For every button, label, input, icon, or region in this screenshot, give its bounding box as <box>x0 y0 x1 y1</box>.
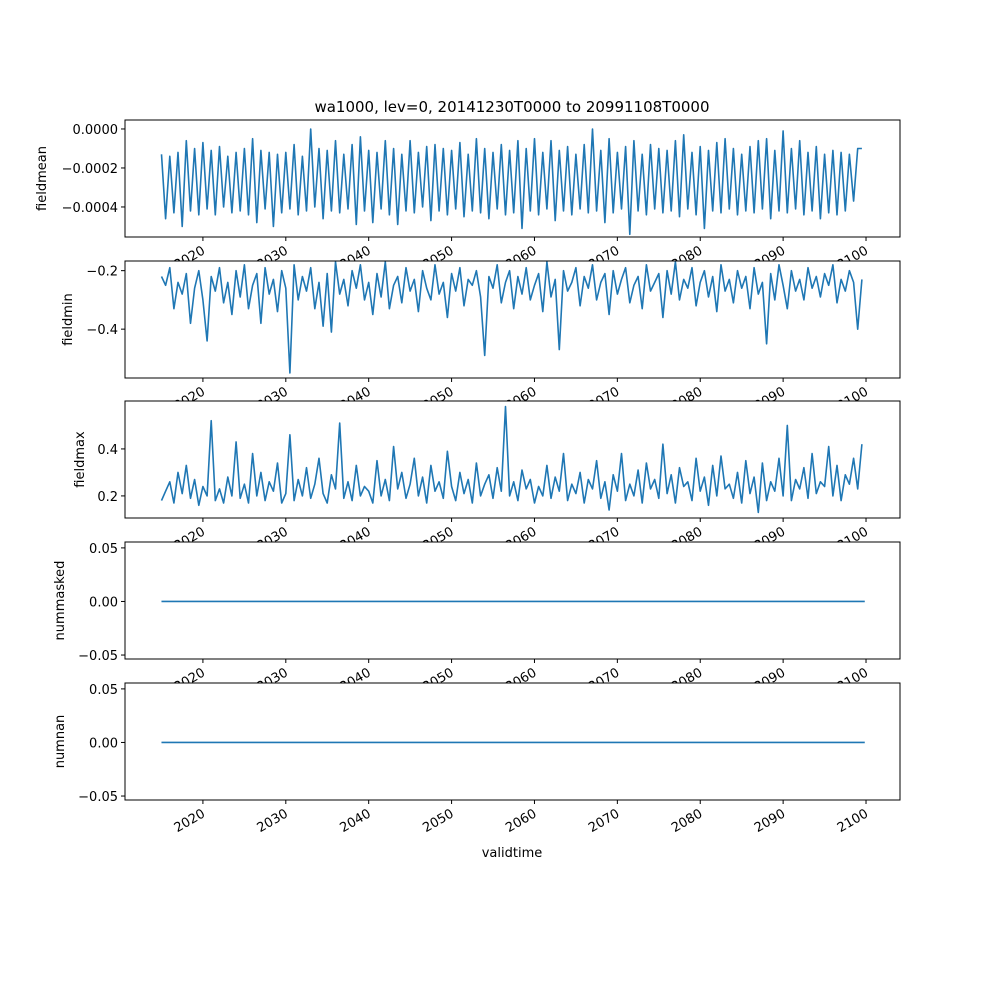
x-tick-label: 2070 <box>586 806 622 836</box>
axes-frame <box>124 119 901 238</box>
y-tick-label: 0.00 <box>89 736 118 751</box>
x-tick-label: 2050 <box>420 806 456 836</box>
plot-area <box>125 401 900 518</box>
series-line-fieldmax <box>160 405 863 514</box>
plot-area <box>125 683 900 800</box>
panel-fieldmean: 2020 2030 2040 2050 2060 2070 2080 2090 21000.00… <box>35 119 901 273</box>
y-tick-label: 0.00 <box>89 595 118 610</box>
panel-fieldmax: 2020 2030 2040 2050 2060 2070 2080 2090 21000.40… <box>73 400 901 554</box>
x-axis-label: validtime <box>482 846 543 861</box>
series-line-fieldmean <box>160 128 862 236</box>
x-tick-label: 2080 <box>669 806 705 836</box>
y-tick-label: −0.4 <box>86 323 118 338</box>
panel-fieldmin: 2020 2030 2040 2050 2060 2070 2080 2090 2100−0.2… <box>61 260 901 414</box>
x-tick-label: 2030 <box>255 806 291 836</box>
y-tick-label: −0.05 <box>78 790 118 805</box>
y-axis-label: nummasked <box>53 561 68 641</box>
y-axis-label: fieldmax <box>73 431 88 488</box>
y-tick-label: −0.0004 <box>62 201 118 216</box>
y-tick-label: 0.4 <box>97 443 118 458</box>
axes-frame <box>124 541 901 660</box>
y-axis-label: fieldmin <box>61 293 76 346</box>
y-tick-label: 0.05 <box>89 542 118 557</box>
y-tick-label: 0.05 <box>89 683 118 698</box>
x-tick-label: 2100 <box>835 806 871 836</box>
y-tick-label: −0.2 <box>86 265 118 280</box>
panel-nummasked: 2020 2030 2040 2050 2060 2070 2080 2090 21000.05… <box>53 541 901 695</box>
panel-numnan: 2020 2030 2040 2050 2060 2070 2080 2090 2100 0.05… <box>53 682 901 836</box>
y-tick-label: −0.0002 <box>62 162 118 177</box>
axes-frame <box>124 400 901 519</box>
x-tick-label: 2090 <box>752 806 788 836</box>
plot-area <box>125 261 900 378</box>
axes-frame <box>124 260 901 379</box>
y-tick-label: 0.0000 <box>73 123 119 138</box>
x-tick-label: 2060 <box>503 806 539 836</box>
series-line-fieldmin <box>160 261 863 374</box>
y-axis-label: fieldmean <box>35 146 50 211</box>
plot-area <box>125 542 900 659</box>
axes-frame <box>124 682 901 801</box>
chart-title: wa1000, lev=0, 20141230T0000 to 20991108… <box>314 98 709 116</box>
x-tick-label: 2020 <box>172 806 208 836</box>
y-axis-label: numnan <box>53 715 68 769</box>
y-tick-label: 0.2 <box>97 490 118 505</box>
y-tick-label: −0.05 <box>78 649 118 664</box>
x-tick-label: 2040 <box>338 806 374 836</box>
